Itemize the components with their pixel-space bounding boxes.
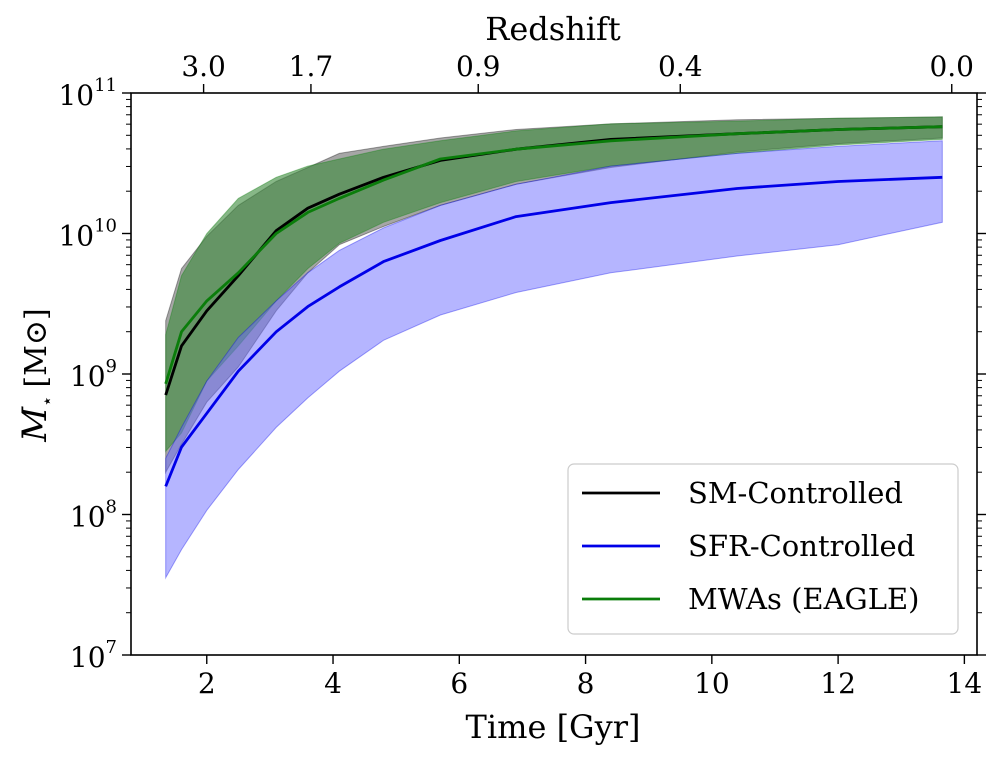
y-tick-label: 108 [70, 497, 117, 534]
legend-label: SM-Controlled [688, 476, 903, 510]
legend-box [567, 463, 959, 635]
median-lines [164, 125, 943, 487]
x-tick-label: 10 [694, 667, 730, 700]
y-axis-title-symbol: M [15, 406, 55, 443]
line-mwas-eagle- [164, 125, 943, 385]
uncertainty-bands [165, 116, 943, 580]
y-axis-title-unit: [M⊙] [19, 308, 54, 387]
line-sfr-controlled [164, 175, 943, 487]
top-tick-label: 0.0 [929, 50, 974, 83]
y-tick-label: 1010 [58, 216, 117, 253]
legend: SM-Controlled SFR-Controlled MWAs (EAGLE) [567, 463, 959, 635]
y-axis-ticks: 107 108 109 1010 1011 [58, 75, 986, 674]
y-axis-title: M⋆ [M⊙] [15, 308, 58, 442]
top-tick-label: 0.4 [658, 50, 703, 83]
x-tick-label: 2 [198, 667, 216, 700]
band-sfr-controlled [165, 140, 943, 580]
top-axis-ticks: 3.0 1.7 0.9 0.4 0.0 [181, 50, 974, 93]
legend-label: MWAs (EAGLE) [688, 582, 919, 616]
y-tick-label: 109 [70, 356, 117, 393]
x-axis-title: Time [Gyr] [466, 708, 641, 746]
x-axis-ticks: 2 4 6 8 10 12 14 [198, 655, 982, 700]
legend-label: SFR-Controlled [688, 529, 915, 563]
y-tick-label: 107 [70, 637, 117, 674]
top-tick-label: 3.0 [181, 50, 226, 83]
x-tick-label: 4 [324, 667, 342, 700]
svg-text:M⋆[M⊙]: M⋆ [M⊙] [15, 308, 58, 442]
x-tick-label: 8 [577, 667, 595, 700]
top-tick-label: 0.9 [456, 50, 501, 83]
y-tick-label: 1011 [58, 75, 117, 112]
top-axis-title: Redshift [485, 10, 621, 48]
x-tick-label: 12 [820, 667, 856, 700]
y-axis-title-subscript: ⋆ [37, 396, 58, 407]
top-tick-label: 1.7 [289, 50, 334, 83]
x-tick-label: 14 [947, 667, 983, 700]
x-tick-label: 6 [450, 667, 468, 700]
